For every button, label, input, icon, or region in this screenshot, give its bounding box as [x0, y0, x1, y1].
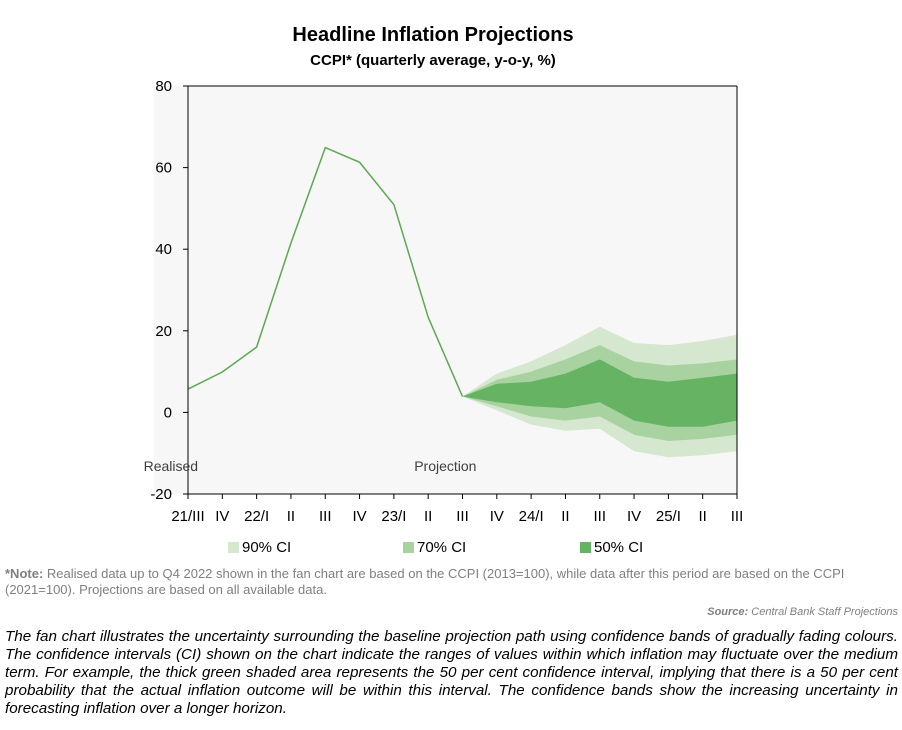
y-tick-label: 0 [164, 404, 172, 421]
x-tick-label: IV [215, 508, 229, 525]
y-tick-label: 20 [155, 323, 172, 340]
legend-label-50ci: 50% CI [594, 539, 644, 556]
x-tick-label: II [561, 508, 569, 525]
chart-source: Source: Central Bank Staff Projections [707, 606, 898, 618]
x-tick-label: II [424, 508, 432, 525]
x-tick-label: 21/III [171, 508, 204, 525]
chart-subtitle: CCPI* (quarterly average, y-o-y, %) [310, 52, 556, 69]
chart-note: *Note: Realised data up to Q4 2022 shown… [5, 566, 898, 598]
legend-item-90ci: 90% CI [228, 539, 291, 556]
x-tick-label: II [287, 508, 295, 525]
x-tick-label: 24/I [519, 508, 544, 525]
chart-description: The fan chart illustrates the uncertaint… [5, 628, 898, 717]
y-tick-label: -20 [150, 486, 172, 503]
projection-label: Projection [414, 458, 476, 474]
legend-item-70ci: 70% CI [403, 539, 466, 556]
y-tick-label: 80 [155, 78, 172, 95]
x-tick-label: 22/I [244, 508, 269, 525]
source-label: Source: [707, 606, 749, 618]
x-tick-label: III [731, 508, 744, 525]
legend-swatch-70ci [403, 542, 414, 553]
x-tick-label: III [319, 508, 332, 525]
y-tick-label: 60 [155, 160, 172, 177]
note-label: *Note: [5, 566, 44, 581]
legend-swatch-50ci [580, 542, 591, 553]
x-tick-label: IV [352, 508, 366, 525]
chart-legend: 90% CI 70% CI 50% CI [0, 539, 902, 559]
realised-label: Realised [144, 458, 198, 474]
x-tick-label: III [593, 508, 606, 525]
x-tick-label: II [699, 508, 707, 525]
realised-line [187, 146, 464, 397]
legend-label-90ci: 90% CI [242, 539, 292, 556]
x-tick-label: IV [490, 508, 504, 525]
legend-swatch-90ci [228, 542, 239, 553]
x-tick-label: III [456, 508, 469, 525]
y-tick-label: 40 [155, 241, 172, 258]
band-50ci [462, 359, 737, 427]
legend-label-70ci: 70% CI [417, 539, 467, 556]
note-text: Realised data up to Q4 2022 shown in the… [5, 566, 845, 597]
x-tick-label: 23/I [381, 508, 406, 525]
chart-title: Headline Inflation Projections [292, 24, 574, 46]
x-tick-label: 25/I [656, 508, 681, 525]
source-text: Central Bank Staff Projections [748, 606, 898, 618]
x-tick-label: IV [627, 508, 641, 525]
legend-item-50ci: 50% CI [580, 539, 643, 556]
